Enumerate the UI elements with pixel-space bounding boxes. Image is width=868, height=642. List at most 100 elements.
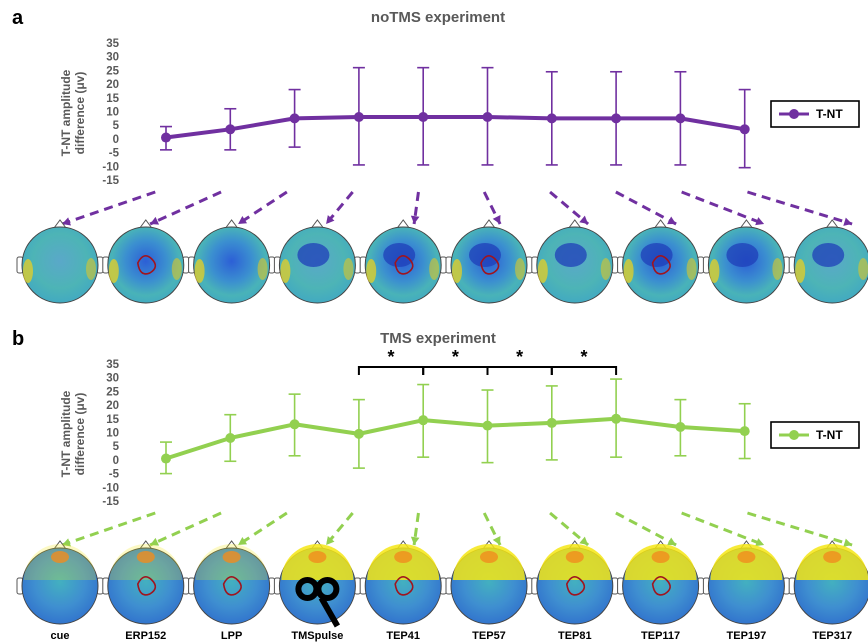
topomap-cluster-outline bbox=[136, 576, 157, 596]
map-arrow bbox=[410, 512, 420, 546]
data-point bbox=[739, 426, 750, 437]
topomap-nose bbox=[740, 219, 753, 229]
topomap-cluster-outline bbox=[565, 576, 586, 596]
topomap-head bbox=[21, 226, 99, 304]
map-arrow bbox=[681, 511, 765, 547]
topomap-tep41 bbox=[359, 219, 447, 304]
legend: T-NT bbox=[770, 100, 860, 128]
y-tick-label: -5 bbox=[109, 148, 120, 160]
map-arrow bbox=[149, 190, 222, 226]
topomap-blob bbox=[51, 551, 69, 563]
data-point bbox=[418, 415, 429, 426]
panel-letter: a bbox=[12, 7, 24, 29]
topomap-nose bbox=[568, 219, 582, 229]
map-arrow bbox=[237, 511, 288, 547]
map-arrow bbox=[61, 511, 156, 547]
map-arrow bbox=[324, 191, 354, 225]
y-tick-label: -15 bbox=[102, 496, 119, 508]
y-tick-label: 35 bbox=[106, 359, 119, 371]
topomap-blob bbox=[429, 258, 440, 280]
significance-bracket bbox=[357, 366, 425, 375]
panel-letter: b bbox=[12, 328, 24, 350]
y-axis-label-line2: difference (μv) bbox=[73, 393, 87, 476]
topomap-tep317 bbox=[788, 540, 868, 625]
series-line bbox=[165, 416, 745, 461]
topomap-blob bbox=[194, 259, 205, 283]
topomap-nose bbox=[225, 540, 238, 550]
topomap-tmspulse bbox=[273, 219, 361, 304]
topomap-cue bbox=[16, 540, 104, 625]
y-tick-label: 20 bbox=[106, 79, 119, 91]
y-tick-label: 25 bbox=[106, 65, 119, 77]
condition-label: TEP317 bbox=[812, 630, 852, 642]
topomap-nose bbox=[53, 219, 67, 229]
topomap-blob bbox=[23, 259, 33, 283]
y-tick-label: -5 bbox=[109, 469, 120, 481]
map-arrow bbox=[61, 190, 156, 226]
topomap-tep57 bbox=[445, 219, 533, 304]
topomap-tep81 bbox=[531, 540, 619, 625]
y-tick-label: 10 bbox=[106, 428, 119, 440]
map-arrow bbox=[482, 512, 502, 546]
legend-marker bbox=[789, 430, 799, 440]
significance-star: * bbox=[580, 347, 587, 367]
topomap-blob bbox=[812, 243, 845, 267]
legend-label: T-NT bbox=[816, 107, 843, 121]
topomap-blob bbox=[452, 259, 462, 283]
legend: T-NT bbox=[770, 421, 860, 449]
data-point bbox=[675, 422, 686, 433]
topomap-blob bbox=[537, 259, 548, 283]
y-tick-label: -10 bbox=[102, 482, 119, 494]
legend-label: T-NT bbox=[816, 428, 843, 442]
topomap-blob bbox=[308, 551, 327, 563]
data-point bbox=[675, 113, 686, 124]
topomap-blob bbox=[823, 551, 842, 563]
topomap-blob bbox=[565, 551, 584, 563]
topomap-blob bbox=[640, 243, 673, 267]
significance-star: * bbox=[388, 347, 395, 367]
map-arrow bbox=[681, 190, 765, 226]
topomap-tep81 bbox=[531, 219, 619, 304]
data-point bbox=[353, 428, 364, 439]
map-arrow bbox=[549, 190, 590, 226]
data-point bbox=[289, 113, 300, 124]
y-axis-label-line1: T-NT amplitude bbox=[59, 69, 73, 156]
y-tick-label: 35 bbox=[106, 38, 119, 50]
topomap-nose bbox=[825, 219, 839, 229]
topomap-tmspulse bbox=[273, 540, 361, 628]
y-tick-label: 30 bbox=[106, 52, 119, 64]
topomap-blob bbox=[394, 551, 413, 563]
condition-label: cue bbox=[51, 630, 70, 642]
topomap-blob bbox=[858, 258, 868, 280]
topomap-tep117 bbox=[617, 219, 705, 304]
topomap-blob bbox=[222, 551, 241, 563]
topomap-cluster-outline bbox=[222, 576, 242, 596]
tms-coil-handle bbox=[318, 596, 341, 628]
topomap-blob bbox=[171, 258, 182, 280]
topomap-head bbox=[193, 226, 271, 304]
data-point bbox=[353, 111, 364, 122]
topomap-erp152 bbox=[102, 219, 190, 304]
topomap-head bbox=[193, 547, 271, 625]
condition-label: TEP41 bbox=[386, 630, 420, 642]
topomap-blob bbox=[651, 551, 670, 563]
panel-a: a noTMS experiment T-NT amplitude differenc… bbox=[12, 7, 868, 304]
significance-bracket bbox=[550, 366, 618, 375]
y-tick-label: 0 bbox=[113, 134, 119, 146]
topomap-cluster-outline bbox=[651, 576, 671, 596]
map-arrow bbox=[149, 511, 222, 547]
map-arrow bbox=[747, 190, 853, 226]
condition-label: TEP81 bbox=[558, 630, 592, 642]
map-arrow bbox=[747, 511, 853, 547]
condition-label: TMSpulse bbox=[291, 630, 343, 642]
condition-label: TEP57 bbox=[472, 630, 506, 642]
topomap-nose bbox=[311, 219, 324, 229]
data-point bbox=[739, 124, 750, 135]
map-arrow bbox=[615, 190, 677, 226]
topomap-blob bbox=[280, 259, 291, 283]
topomap-blob bbox=[383, 243, 416, 267]
topomap-lpp bbox=[188, 219, 276, 304]
data-point bbox=[161, 132, 171, 143]
panel-b: b TMS experiment T-NT amplitude difference … bbox=[12, 328, 868, 642]
